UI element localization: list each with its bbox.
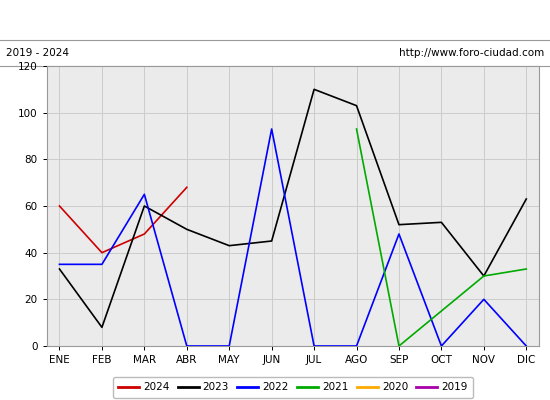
Legend: 2024, 2023, 2022, 2021, 2020, 2019: 2024, 2023, 2022, 2021, 2020, 2019 <box>113 377 473 398</box>
Text: http://www.foro-ciudad.com: http://www.foro-ciudad.com <box>399 48 544 58</box>
Text: Evolucion Nº Turistas Extranjeros en el municipio de Frandovínez: Evolucion Nº Turistas Extranjeros en el … <box>59 14 491 26</box>
Text: 2019 - 2024: 2019 - 2024 <box>6 48 69 58</box>
